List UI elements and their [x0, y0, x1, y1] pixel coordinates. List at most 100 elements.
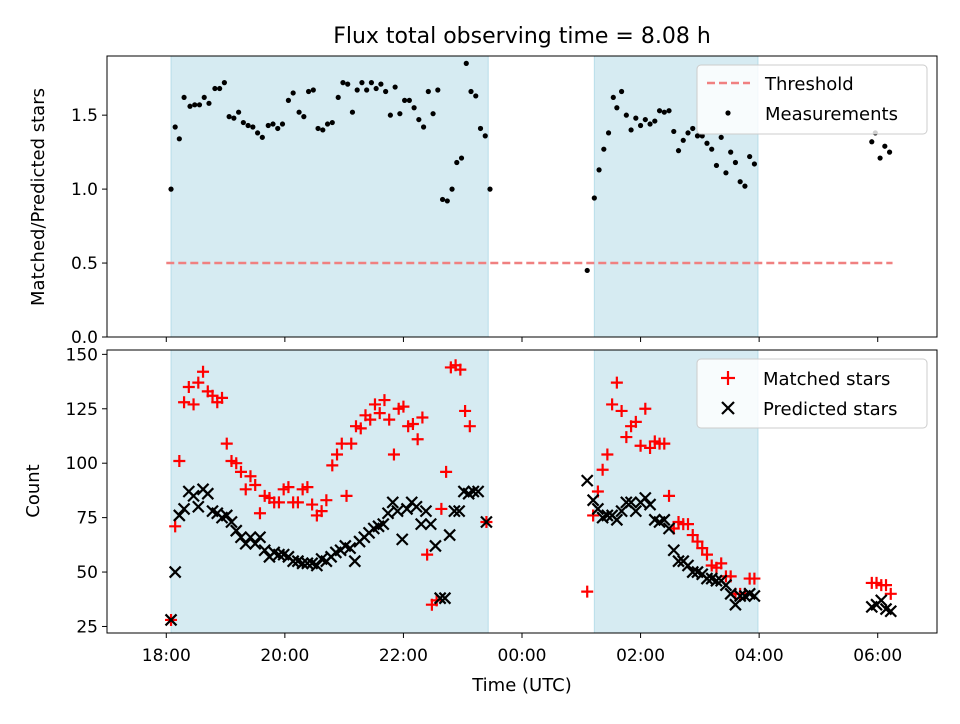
count-points	[164, 359, 898, 627]
predicted-star-point	[639, 491, 652, 505]
bottom-y-tick-label: 25	[76, 617, 98, 637]
matched-star-point	[406, 418, 419, 431]
measurement-point	[699, 133, 705, 139]
measurement-point	[591, 195, 597, 201]
measurement-point	[265, 122, 271, 129]
measurement-point	[718, 134, 724, 140]
predicted-star-point	[177, 502, 191, 516]
matched-star-point	[387, 448, 400, 461]
measurement-point	[285, 97, 292, 103]
measurement-point	[647, 121, 653, 127]
matched-star-point	[197, 365, 210, 378]
predicted-star-point	[220, 509, 234, 522]
bottom-y-tick-label: 100	[66, 454, 98, 474]
measurement-point	[310, 87, 316, 93]
matched-star-point	[459, 404, 472, 417]
measurement-point	[680, 137, 686, 143]
measurement-point	[373, 85, 379, 92]
measurement-point	[449, 186, 455, 192]
predicted-star-point	[168, 565, 182, 579]
matched-star-point	[686, 529, 699, 542]
legend-threshold-label: Threshold	[764, 74, 854, 95]
predicted-star-point	[419, 504, 433, 518]
top-y-axis: 0.0 0.5 1.0 1.5	[71, 106, 107, 348]
matched-star-point	[463, 420, 476, 433]
matched-star-point	[326, 459, 339, 472]
legend-predicted-swatch	[721, 401, 735, 415]
measurement-point	[610, 94, 616, 101]
predicted-star-point	[410, 500, 423, 514]
predicted-star-point	[234, 530, 248, 544]
bottom-shaded-interval	[170, 349, 489, 634]
measurement-point	[320, 127, 326, 133]
matched-star-point	[345, 437, 358, 450]
x-tick-label: 02:00	[616, 646, 665, 666]
predicted-star-point	[229, 524, 243, 537]
measurement-point	[192, 102, 198, 108]
matched-star-point	[291, 496, 304, 509]
matched-star-point	[615, 404, 628, 417]
predicted-star-point	[629, 504, 643, 518]
measurement-point	[444, 198, 450, 204]
x-tick-label: 20:00	[260, 646, 309, 666]
top-x-ticks	[165, 337, 879, 342]
measurement-point	[747, 153, 753, 160]
measurement-point	[411, 105, 417, 111]
measurement-point	[605, 130, 612, 136]
matched-star-point	[880, 579, 893, 592]
measurement-point	[751, 161, 758, 167]
measurement-point	[477, 125, 484, 132]
measurement-point	[296, 109, 302, 115]
predicted-star-point	[662, 522, 676, 535]
matched-star-point	[182, 381, 195, 394]
measurement-point	[623, 112, 629, 118]
predicted-star-point	[310, 559, 324, 572]
matched-star-point	[397, 400, 410, 413]
predicted-star-point	[580, 474, 594, 487]
measurement-point	[656, 108, 663, 114]
matched-star-point	[301, 481, 314, 494]
predicted-star-point	[686, 565, 700, 579]
predicted-star-point	[225, 515, 238, 529]
legend-measurements-label: Measurements	[765, 104, 898, 125]
measurement-point	[275, 125, 281, 132]
predicted-star-point	[164, 613, 178, 627]
predicted-star-point	[667, 543, 681, 557]
measurement-point	[685, 130, 691, 136]
measurement-point	[259, 134, 265, 140]
measurement-point	[340, 80, 346, 86]
matched-star-point	[610, 376, 623, 389]
predicted-star-point	[700, 572, 714, 585]
predicted-star-point	[376, 517, 390, 531]
matched-star-point	[411, 433, 424, 446]
predicted-star-point	[748, 589, 761, 603]
predicted-star-point	[610, 513, 624, 527]
measurement-point	[245, 122, 251, 129]
measurement-point	[305, 88, 312, 95]
matched-star-point	[320, 494, 333, 507]
predicted-star-point	[239, 537, 253, 551]
bottom-plot-frame	[106, 349, 938, 634]
measurement-point	[349, 109, 356, 115]
matched-star-point	[216, 391, 229, 404]
predicted-star-point	[443, 528, 456, 542]
top-legend-box	[696, 64, 928, 135]
measurement-point	[661, 109, 667, 115]
measurement-point	[221, 80, 227, 86]
predicted-star-point	[286, 554, 300, 568]
measurement-point	[181, 94, 187, 101]
measurement-point	[637, 122, 644, 129]
matched-star-point	[715, 557, 728, 570]
matched-star-point	[315, 505, 328, 518]
predicted-star-point	[201, 487, 215, 500]
measurement-point	[709, 146, 715, 152]
measurement-point	[628, 127, 634, 133]
measurement-point	[217, 85, 223, 92]
matched-star-point	[249, 478, 262, 491]
measurement-point	[187, 103, 193, 109]
measurement-point	[201, 94, 207, 101]
chart-title: Flux total observing time = 8.08 h	[333, 24, 711, 49]
matched-star-point	[658, 437, 671, 450]
matched-star-point	[601, 448, 614, 461]
top-plot-frame	[106, 55, 938, 338]
